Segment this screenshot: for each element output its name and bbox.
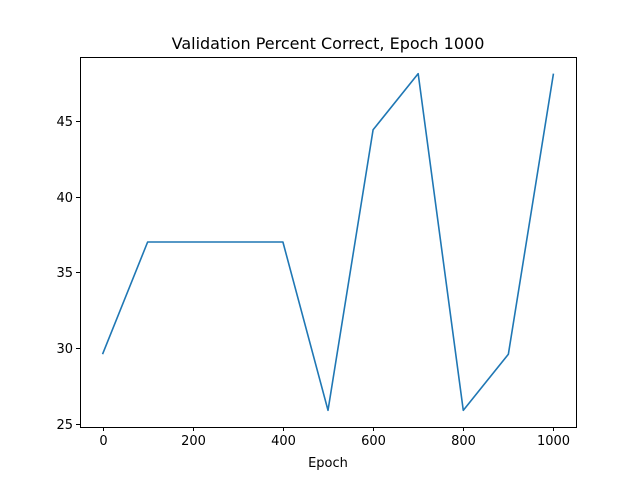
x-tick-label: 600 bbox=[361, 434, 386, 449]
axes-frame bbox=[80, 57, 577, 428]
x-tick-label: 200 bbox=[181, 434, 206, 449]
x-tick-label: 400 bbox=[271, 434, 296, 449]
x-tick-label: 0 bbox=[99, 434, 107, 449]
series-line-0 bbox=[101, 72, 555, 412]
x-axis-ticks: 0 200 400 600 800 1000 bbox=[99, 427, 570, 449]
y-tick-label: 25 bbox=[56, 418, 73, 433]
x-tick-label: 1000 bbox=[537, 434, 570, 449]
chart-title: Validation Percent Correct, Epoch 1000 bbox=[172, 34, 485, 53]
y-tick-label: 40 bbox=[56, 191, 73, 206]
y-tick-label: 35 bbox=[56, 266, 73, 281]
y-tick-label: 30 bbox=[56, 342, 73, 357]
y-tick-label: 45 bbox=[56, 115, 73, 130]
plot-area bbox=[101, 72, 555, 412]
y-axis-ticks: 25 30 35 40 45 bbox=[56, 115, 80, 433]
x-tick-label: 800 bbox=[451, 434, 476, 449]
x-axis-label: Epoch bbox=[308, 456, 348, 471]
